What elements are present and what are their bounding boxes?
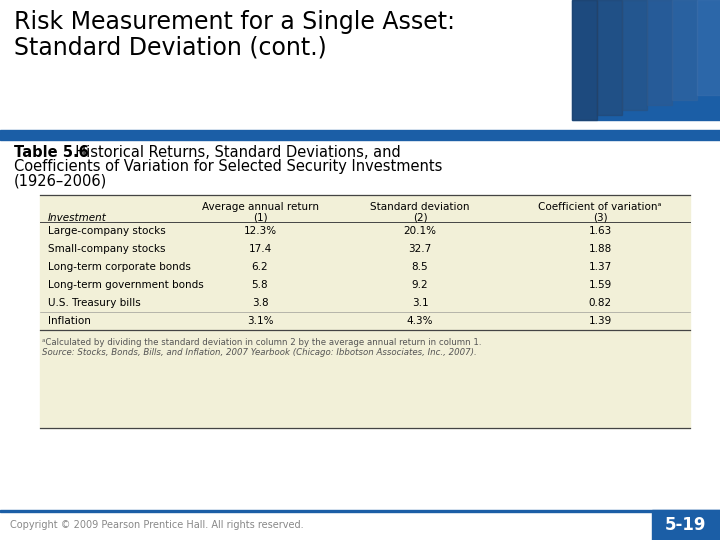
Bar	[0, 0, 720, 130]
Text: Inflation: Inflation	[48, 316, 91, 326]
Text: Standard deviation: Standard deviation	[370, 202, 469, 212]
Bar	[597, 0, 622, 115]
Text: 8.5: 8.5	[412, 262, 428, 272]
Text: 1.39: 1.39	[588, 316, 611, 326]
Text: Risk Measurement for a Single Asset:: Risk Measurement for a Single Asset:	[14, 10, 455, 34]
Text: 3.1%: 3.1%	[247, 316, 274, 326]
Text: Investment: Investment	[48, 213, 107, 223]
Text: (1): (1)	[253, 213, 267, 223]
Text: (3): (3)	[593, 213, 607, 223]
Text: 4.3%: 4.3%	[407, 316, 433, 326]
Bar	[0, 510, 720, 540]
Text: U.S. Treasury bills: U.S. Treasury bills	[48, 298, 140, 308]
Text: Long-term government bonds: Long-term government bonds	[48, 280, 204, 290]
Text: Copyright © 2009 Pearson Prentice Hall. All rights reserved.: Copyright © 2009 Pearson Prentice Hall. …	[10, 520, 304, 530]
Text: 32.7: 32.7	[408, 244, 431, 254]
Text: Source: Stocks, Bonds, Bills, and Inflation, 2007 Yearbook (Chicago: Ibbotson As: Source: Stocks, Bonds, Bills, and Inflat…	[42, 348, 477, 357]
Text: ᵃCalculated by dividing the standard deviation in column 2 by the average annual: ᵃCalculated by dividing the standard dev…	[42, 338, 482, 347]
Text: 12.3%: 12.3%	[243, 226, 276, 236]
Text: 17.4: 17.4	[248, 244, 271, 254]
Text: 1.63: 1.63	[588, 226, 611, 236]
Text: 1.59: 1.59	[588, 280, 611, 290]
Bar	[697, 0, 720, 95]
Bar	[647, 0, 672, 105]
Text: Small-company stocks: Small-company stocks	[48, 244, 166, 254]
Text: Large-company stocks: Large-company stocks	[48, 226, 166, 236]
Text: 0.82: 0.82	[588, 298, 611, 308]
Text: 1.88: 1.88	[588, 244, 611, 254]
Text: Table 5.6: Table 5.6	[14, 145, 89, 160]
Text: 3.1: 3.1	[412, 298, 428, 308]
Text: 5.8: 5.8	[252, 280, 269, 290]
Bar	[572, 0, 597, 120]
Bar	[652, 510, 720, 540]
Bar	[622, 0, 647, 110]
Bar	[672, 0, 697, 100]
Text: 9.2: 9.2	[412, 280, 428, 290]
Text: 5-19: 5-19	[665, 516, 707, 534]
Text: Coefficients of Variation for Selected Security Investments: Coefficients of Variation for Selected S…	[14, 159, 442, 174]
Bar	[572, 0, 720, 120]
Bar	[40, 195, 690, 428]
Text: Coefficient of variationᵃ: Coefficient of variationᵃ	[539, 202, 662, 212]
Bar	[0, 130, 720, 140]
Text: 3.8: 3.8	[252, 298, 269, 308]
Text: 1.37: 1.37	[588, 262, 611, 272]
Text: Average annual return: Average annual return	[202, 202, 318, 212]
Text: Standard Deviation (cont.): Standard Deviation (cont.)	[14, 35, 327, 59]
Bar	[0, 510, 720, 512]
Text: Historical Returns, Standard Deviations, and: Historical Returns, Standard Deviations,…	[66, 145, 401, 160]
Text: 6.2: 6.2	[252, 262, 269, 272]
Text: (1926–2006): (1926–2006)	[14, 173, 107, 188]
Text: (2): (2)	[413, 213, 427, 223]
Text: Long-term corporate bonds: Long-term corporate bonds	[48, 262, 191, 272]
Text: 20.1%: 20.1%	[403, 226, 436, 236]
